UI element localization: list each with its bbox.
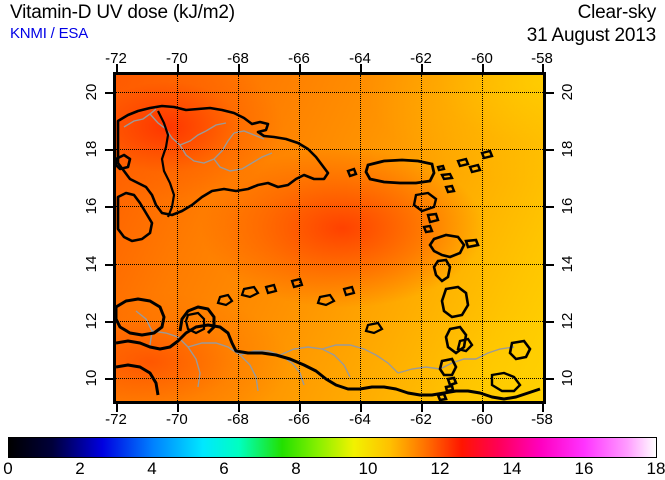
- axis-label-top-5: -62: [410, 50, 432, 67]
- axis-label-right-3: 14: [559, 255, 577, 272]
- tick-right-14: [546, 263, 554, 266]
- gridline-lon--60: [482, 75, 483, 401]
- gridline-lat-10: [116, 378, 543, 379]
- gridline-lon--64: [360, 75, 361, 401]
- tick-top--60: [482, 64, 484, 72]
- hispaniola-coastline: [116, 104, 330, 243]
- colorbar-label-2: 4: [147, 459, 157, 478]
- axis-label-right-2: 16: [559, 198, 577, 215]
- colorbar-label-3: 6: [219, 459, 229, 478]
- south-america-coastline: [116, 297, 541, 401]
- tick-top--70: [176, 64, 179, 72]
- tick-bottom--58: [542, 404, 544, 412]
- rivers-and-borders-layer: [123, 108, 515, 392]
- axis-label-bottom-7: -58: [531, 411, 553, 428]
- tick-right-16: [546, 206, 554, 209]
- colorbar-gradient: [8, 437, 657, 458]
- gridline-lat-18: [116, 149, 543, 151]
- tick-top--62: [421, 64, 423, 72]
- axis-label-top-7: -58: [531, 50, 553, 67]
- colorbar-label-8: 16: [574, 459, 594, 478]
- axis-label-bottom-4: -64: [349, 411, 371, 428]
- tick-left-20: [105, 92, 113, 94]
- axis-label-bottom-5: -62: [410, 411, 432, 428]
- map-frame: [113, 72, 546, 404]
- tick-right-20: [546, 92, 554, 94]
- axis-label-top-3: -66: [288, 50, 310, 67]
- gridline-lat-20: [116, 92, 543, 93]
- axis-label-left-2: 16: [82, 198, 100, 215]
- tick-right-12: [546, 320, 554, 323]
- axis-label-left-3: 14: [82, 255, 100, 272]
- small-islands-pr: [346, 164, 454, 181]
- axis-label-left-0: 20: [82, 83, 100, 101]
- gridline-lon--70: [176, 75, 178, 401]
- axis-label-top-1: -70: [166, 50, 188, 67]
- tick-top--64: [360, 64, 362, 72]
- axis-label-top-2: -68: [227, 50, 249, 67]
- abc-islands: [216, 277, 384, 335]
- colorbar-label-6: 12: [430, 459, 450, 478]
- tick-right-18: [546, 149, 554, 152]
- tick-bottom--66: [299, 404, 301, 412]
- puerto-rico-coastline: [364, 158, 436, 185]
- gridline-lon--62: [421, 75, 422, 401]
- agency-credit: KNMI / ESA: [10, 25, 89, 42]
- gridline-lat-12: [116, 320, 543, 322]
- tick-bottom--62: [421, 404, 423, 412]
- axis-label-bottom-0: -72: [105, 411, 127, 428]
- observation-date: 31 August 2013: [526, 25, 656, 46]
- axis-label-bottom-1: -70: [166, 411, 188, 428]
- tick-top--72: [116, 64, 118, 72]
- page-title: Vitamin-D UV dose (kJ/m2): [10, 2, 235, 23]
- tick-left-14: [105, 263, 113, 266]
- tick-bottom--70: [176, 404, 179, 412]
- haiti-dr-border: [157, 110, 176, 218]
- axis-label-bottom-3: -66: [288, 411, 310, 428]
- axis-label-bottom-2: -68: [227, 411, 249, 428]
- coastline-overlay: [116, 104, 541, 401]
- uv-dose-field: [116, 75, 543, 401]
- axis-label-left-4: 12: [82, 312, 100, 330]
- tick-bottom--64: [360, 404, 362, 412]
- colorbar: 0 2 4 6 8 10 12 14 16 18: [3, 437, 665, 478]
- axis-label-right-4: 12: [559, 312, 577, 330]
- tick-left-12: [105, 320, 113, 323]
- axis-label-bottom-6: -60: [471, 411, 493, 428]
- colorbar-label-9: 18: [646, 459, 665, 478]
- axis-label-top-6: -60: [471, 50, 493, 67]
- tick-top--68: [238, 64, 240, 72]
- tick-bottom--68: [238, 404, 240, 412]
- tick-right-10: [546, 378, 554, 380]
- axis-label-top-4: -64: [349, 50, 371, 67]
- axis-label-top-0: -72: [105, 50, 127, 67]
- gridline-lon--66: [299, 75, 300, 401]
- uv-dose-map: -72 -70 -68 -66 -64 -62 -60 -58 -72 -70 …: [83, 50, 576, 428]
- colorbar-label-5: 10: [358, 459, 378, 478]
- gridline-lat-16: [116, 206, 543, 208]
- colorbar-label-1: 2: [75, 459, 85, 478]
- tick-left-10: [105, 378, 113, 380]
- axis-label-right-5: 10: [559, 369, 577, 387]
- colorbar-label-7: 14: [502, 459, 522, 478]
- chart-header: Vitamin-D UV dose (kJ/m2) KNMI / ESA Cle…: [0, 0, 665, 48]
- gridline-lat-14: [116, 263, 543, 265]
- tick-top--66: [299, 64, 301, 72]
- axis-label-right-0: 20: [559, 83, 577, 101]
- tick-left-16: [105, 206, 113, 209]
- axis-label-left-1: 18: [82, 140, 100, 158]
- sky-condition: Clear-sky: [577, 2, 657, 23]
- gridline-lon--68: [238, 75, 239, 401]
- tick-bottom--60: [482, 404, 484, 412]
- axis-label-right-1: 18: [559, 140, 577, 158]
- lake-maracaibo: [184, 311, 206, 335]
- tick-bottom--72: [116, 404, 118, 412]
- orinoco-delta: [456, 337, 522, 393]
- axis-label-left-5: 10: [82, 369, 100, 387]
- colorbar-label-0: 0: [3, 459, 13, 478]
- tick-left-18: [105, 149, 113, 152]
- tick-top--58: [542, 64, 544, 72]
- colorbar-label-4: 8: [291, 459, 301, 478]
